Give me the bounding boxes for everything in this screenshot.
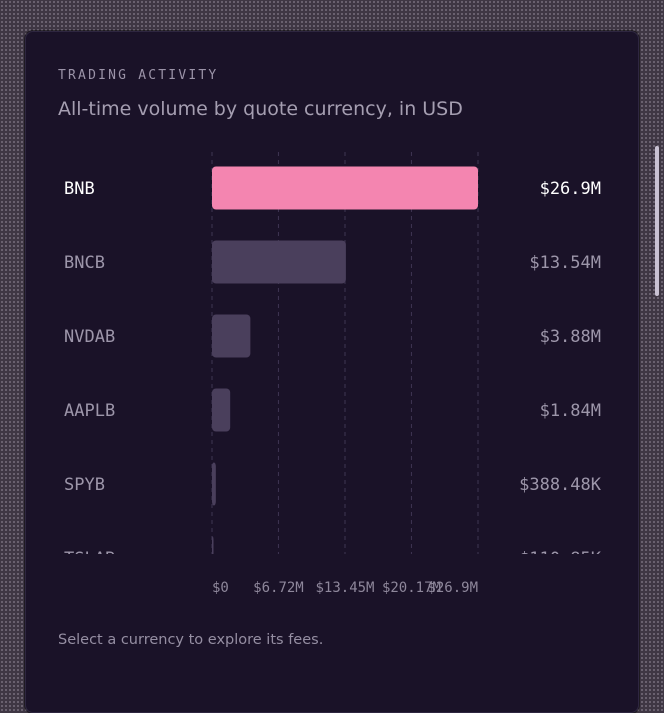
bar-row-spyb[interactable]: SPYB $388.48K (64, 462, 602, 506)
x-tick-label: $6.72M (253, 580, 304, 596)
bar-row-nvdab[interactable]: NVDAB $3.88M (64, 314, 601, 358)
bar-tslab[interactable] (212, 536, 214, 555)
chart-subtitle: All-time volume by quote currency, in US… (58, 98, 463, 120)
volume-bar-chart: BNB $26.9M BNCB $13.54M NVDAB $3.88M AAPLB $1.8… (64, 152, 602, 555)
bar-aaplb[interactable] (212, 388, 231, 432)
page-scrollbar[interactable] (655, 146, 659, 296)
value-label: $26.9M (540, 179, 601, 199)
bar-row-tslab[interactable]: TSLAB $110.85K (64, 536, 602, 555)
x-tick-label: $26.9M (427, 580, 478, 596)
value-label: $13.54M (529, 253, 601, 273)
footer-hint: Select a currency to explore its fees. (58, 632, 324, 648)
category-label: SPYB (64, 475, 105, 495)
x-tick-label: $13.45M (315, 580, 374, 596)
bar-nvdab[interactable] (212, 314, 251, 358)
x-tick-label: $0 (212, 580, 229, 596)
category-label: BNCB (64, 253, 105, 273)
value-label: $110.85K (519, 549, 602, 554)
x-axis: $0 $6.72M $13.45M $20.17M$26.9M (212, 580, 478, 596)
bar-spyb[interactable] (212, 462, 216, 506)
x-tick-label: $20.17M (382, 580, 441, 596)
value-label: $1.84M (540, 401, 601, 421)
bar-bnb[interactable] (212, 166, 478, 210)
card-kicker: TRADING ACTIVITY (58, 68, 219, 83)
value-label: $388.48K (519, 475, 602, 495)
category-label: AAPLB (64, 401, 115, 421)
category-label: NVDAB (64, 327, 115, 347)
category-label: TSLAB (64, 549, 115, 554)
category-label: BNB (64, 179, 95, 199)
bar-row-aaplb[interactable]: AAPLB $1.84M (64, 388, 601, 432)
bar-row-bncb[interactable]: BNCB $13.54M (64, 240, 601, 284)
bar-bncb[interactable] (212, 240, 346, 284)
chart-scroll-area[interactable]: BNB $26.9M BNCB $13.54M NVDAB $3.88M AAPLB $1.8… (26, 152, 638, 554)
bar-row-bnb[interactable]: BNB $26.9M (64, 166, 601, 210)
value-label: $3.88M (540, 327, 601, 347)
trading-activity-card: TRADING ACTIVITY All-time volume by quot… (25, 31, 639, 713)
